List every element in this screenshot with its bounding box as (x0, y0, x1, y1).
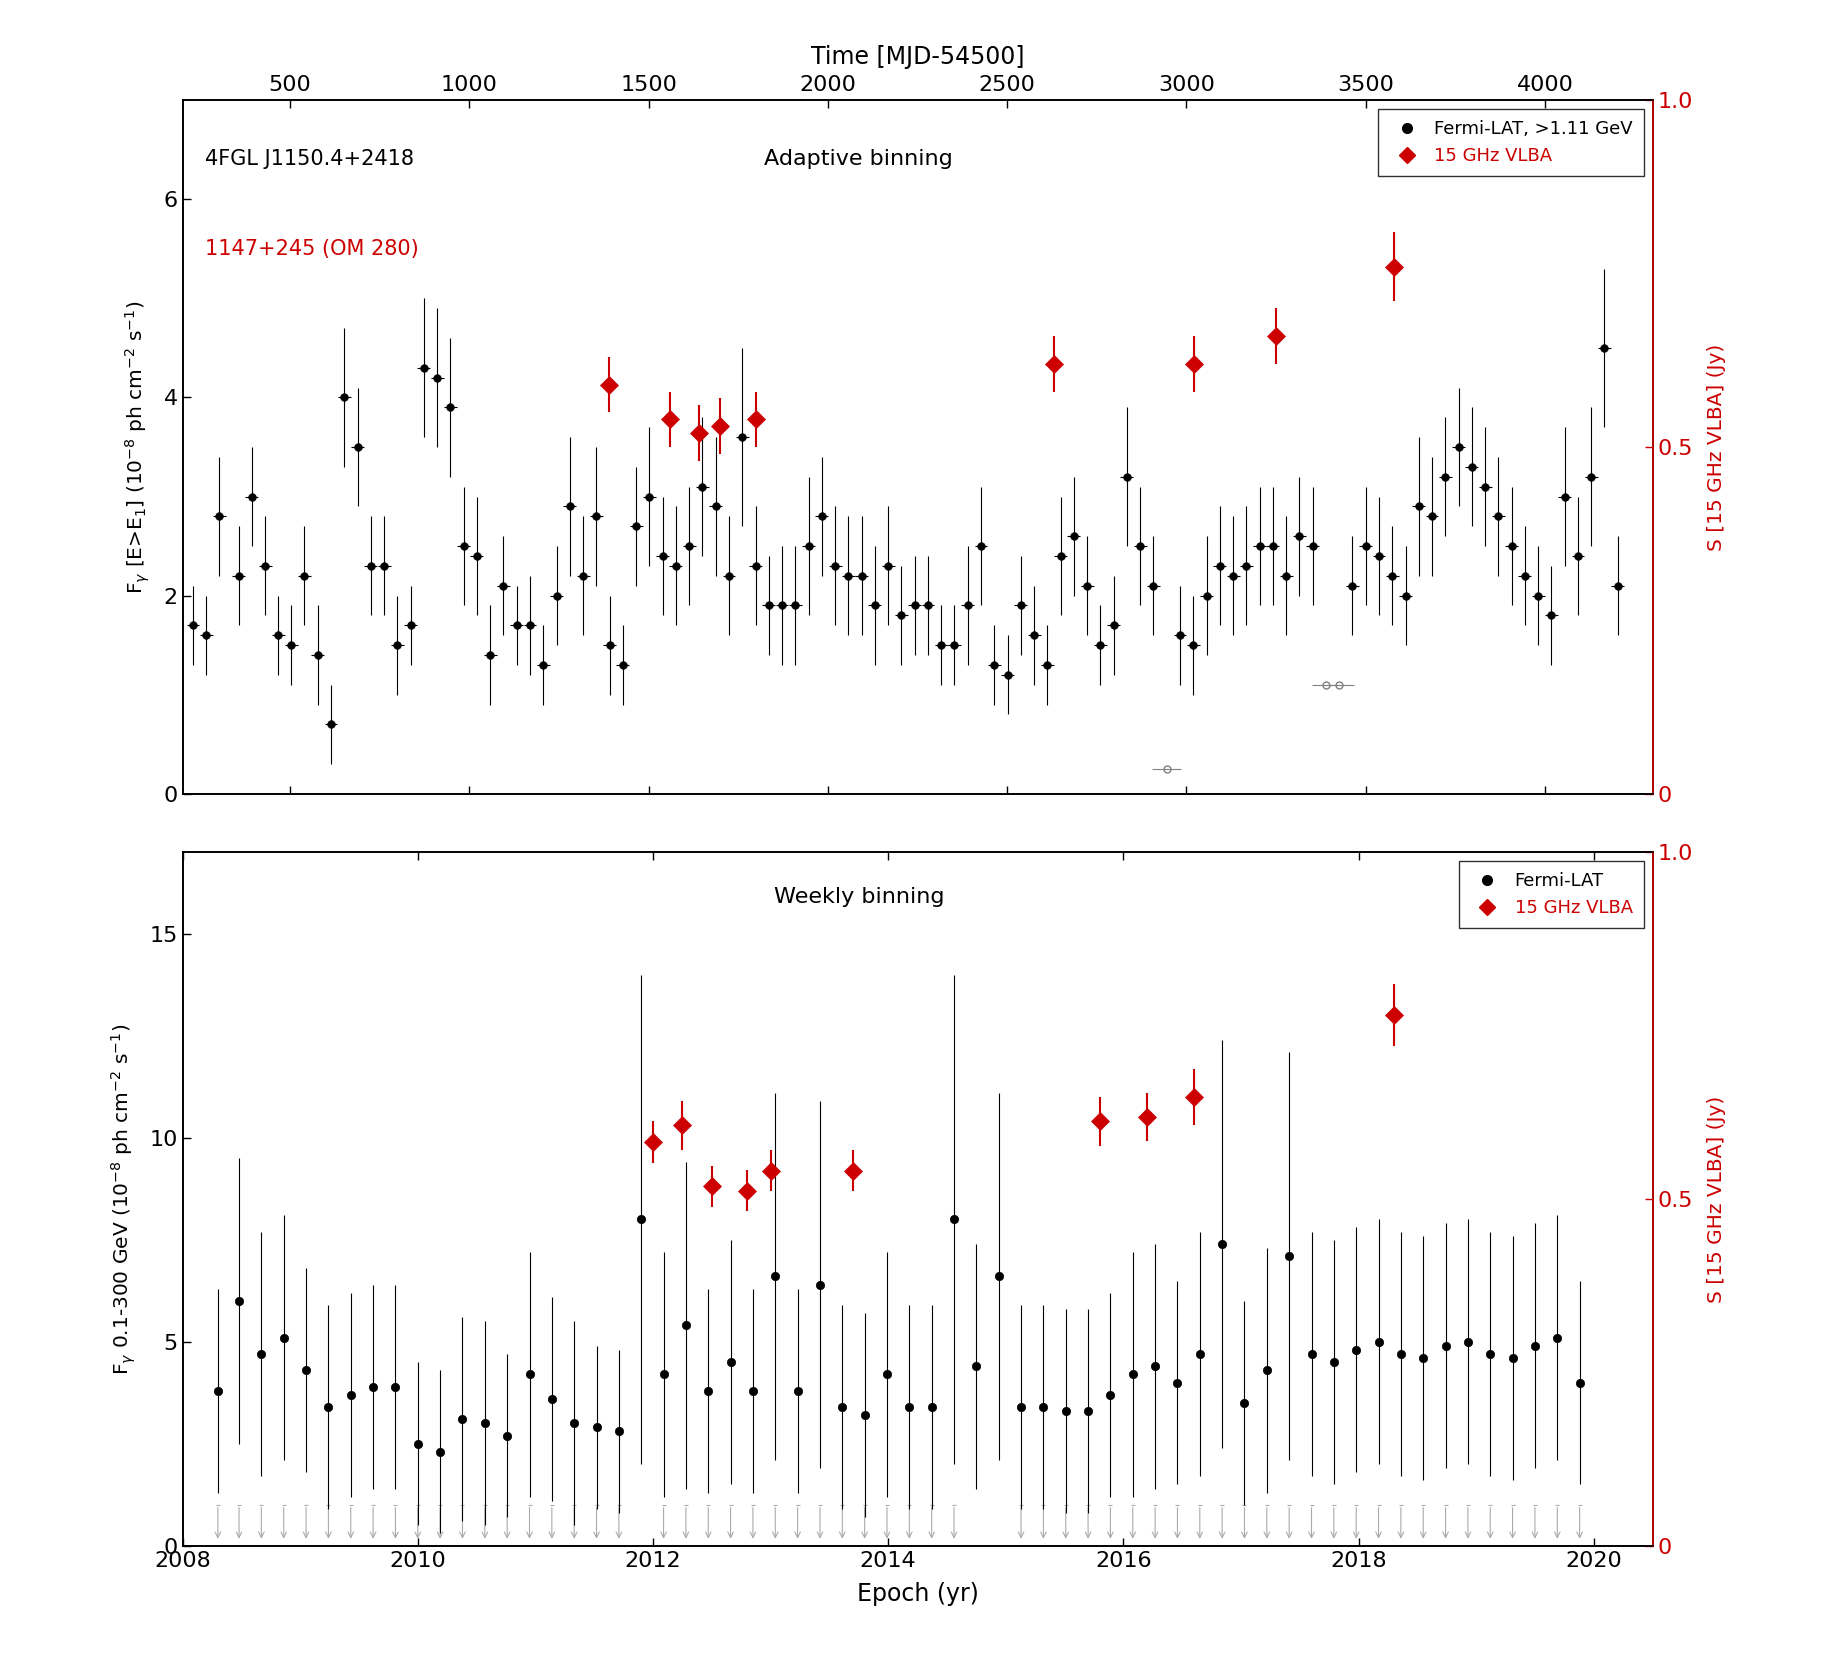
Text: Adaptive binning: Adaptive binning (765, 149, 953, 169)
Text: Weekly binning: Weekly binning (774, 887, 944, 907)
Y-axis label: F$_\gamma$ 0.1-300 GeV (10$^{-8}$ ph cm$^{-2}$ s$^{-1}$): F$_\gamma$ 0.1-300 GeV (10$^{-8}$ ph cm$… (110, 1023, 139, 1375)
Y-axis label: F$_\gamma$ [E>E$_1$] (10$^{-8}$ ph cm$^{-2}$ s$^{-1}$): F$_\gamma$ [E>E$_1$] (10$^{-8}$ ph cm$^{… (124, 301, 152, 593)
Y-axis label: S [15 GHz VLBA] (Jy): S [15 GHz VLBA] (Jy) (1707, 343, 1726, 551)
Text: 1147+245 (OM 280): 1147+245 (OM 280) (205, 239, 418, 259)
X-axis label: Time [MJD-54500]: Time [MJD-54500] (811, 45, 1024, 69)
Y-axis label: S [15 GHz VLBA] (Jy): S [15 GHz VLBA] (Jy) (1707, 1095, 1726, 1303)
Legend: Fermi-LAT, >1.11 GeV, 15 GHz VLBA: Fermi-LAT, >1.11 GeV, 15 GHz VLBA (1379, 109, 1643, 175)
X-axis label: Epoch (yr): Epoch (yr) (856, 1582, 979, 1606)
Legend: Fermi-LAT, 15 GHz VLBA: Fermi-LAT, 15 GHz VLBA (1459, 861, 1643, 927)
Text: 4FGL J1150.4+2418: 4FGL J1150.4+2418 (205, 149, 415, 169)
